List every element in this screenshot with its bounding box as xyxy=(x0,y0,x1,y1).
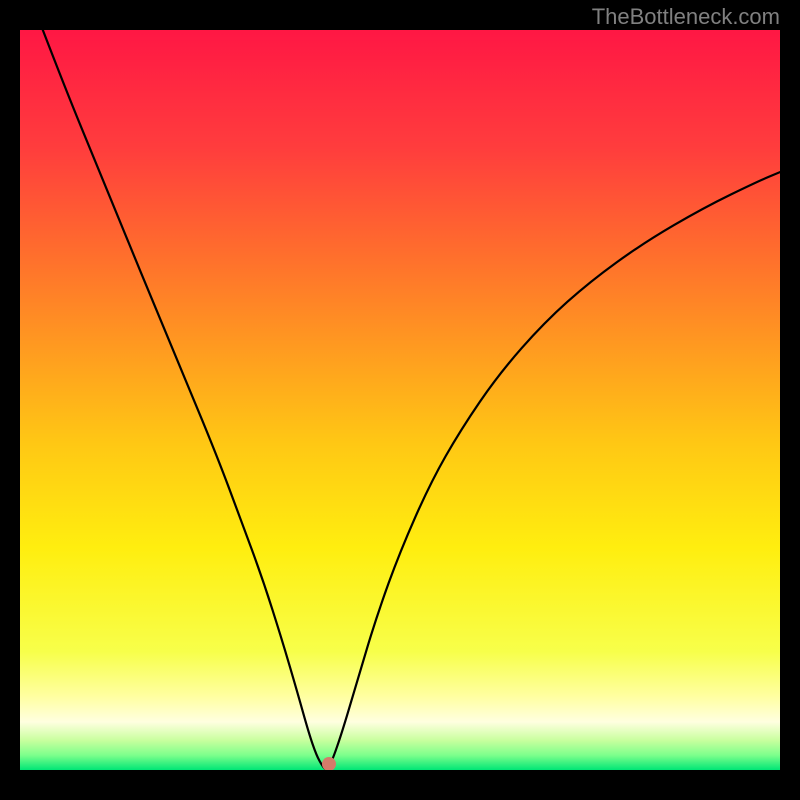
watermark-text: TheBottleneck.com xyxy=(592,4,780,30)
optimal-point-marker xyxy=(322,757,336,770)
plot-area xyxy=(20,30,780,770)
bottleneck-curve xyxy=(20,30,780,770)
